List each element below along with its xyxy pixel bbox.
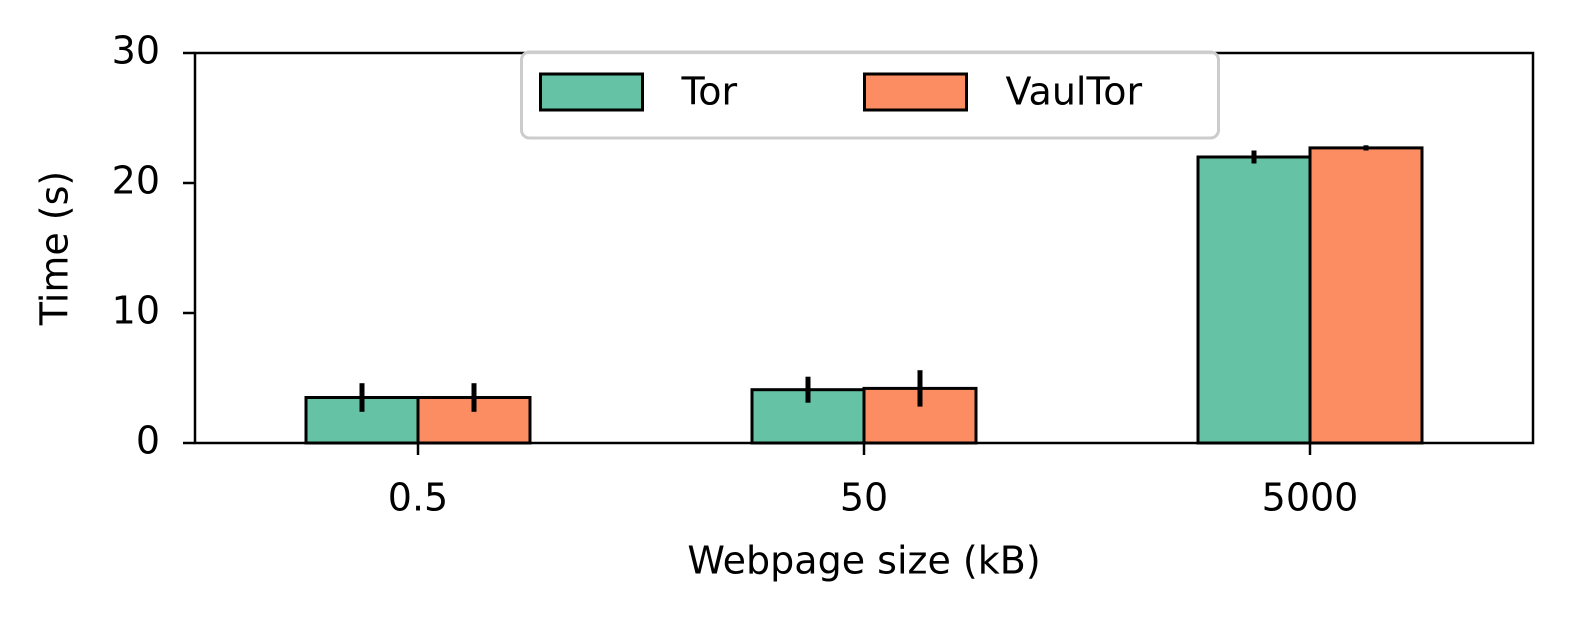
- y-axis-label: Time (s): [33, 171, 77, 327]
- legend-label: VaulTor: [1006, 70, 1143, 114]
- bar: [1308, 146, 1424, 445]
- y-tick-label: 30: [112, 29, 160, 73]
- bar: [1196, 155, 1312, 445]
- x-tick-label: 5000: [1262, 476, 1359, 520]
- y-tick-label: 0: [136, 419, 160, 463]
- x-tick-label: 0.5: [388, 476, 448, 520]
- y-tick-label: 10: [112, 289, 160, 333]
- x-axis-label: Webpage size (kB): [687, 539, 1040, 583]
- legend-swatch: [539, 72, 644, 112]
- y-tick-label: 20: [112, 159, 160, 203]
- x-tick-label: 50: [840, 476, 888, 520]
- legend-label: Tor: [681, 70, 738, 114]
- legend-swatch: [863, 72, 968, 112]
